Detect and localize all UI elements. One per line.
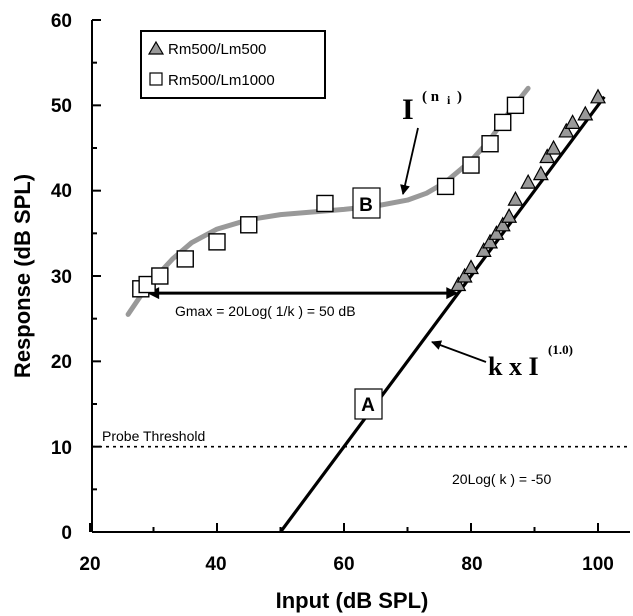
- triangle-marker: [577, 105, 594, 121]
- triangle-marker: [494, 216, 511, 232]
- y-tick-label: 20: [51, 352, 72, 373]
- triangle-marker: [507, 190, 524, 206]
- plot-area: [92, 85, 630, 533]
- square-marker: [481, 135, 499, 153]
- y-tick-label: 10: [51, 438, 72, 459]
- gmax-label: Gmax = 20Log( 1/k ) = 50 dB: [175, 303, 356, 319]
- label-a-box: [354, 388, 383, 420]
- k-formula-pointer: [431, 340, 487, 363]
- triangle-marker: [475, 242, 492, 257]
- label-a: A: [354, 388, 383, 420]
- k-linear-line: [279, 95, 606, 533]
- square-marker: [462, 156, 480, 174]
- square-marker: [151, 267, 169, 285]
- triangle-marker: [482, 233, 499, 249]
- triangle-marker: [545, 139, 562, 155]
- k-formula-exponent: (1.0): [548, 342, 573, 357]
- x-tick-label: 60: [333, 554, 354, 575]
- y-tick-label: 50: [51, 96, 72, 117]
- k-formula-base: k x I: [488, 352, 539, 381]
- i-formula-pointer: [400, 127, 419, 195]
- square-marker: [494, 113, 512, 132]
- x-tick-label: 20: [79, 554, 100, 575]
- square-marker: [436, 177, 455, 196]
- triangle-marker: [488, 225, 505, 240]
- label-a-text: A: [361, 395, 375, 416]
- x-tick-label: 40: [205, 554, 226, 575]
- i-formula-exponent: ( n: [422, 89, 440, 105]
- legend: Rm500/Lm500 Rm500/Lm1000: [140, 30, 326, 99]
- square-marker: [316, 194, 334, 213]
- probe-threshold-label: Probe Threshold: [102, 428, 205, 444]
- label-b: B: [352, 187, 381, 219]
- triangle-marker: [520, 173, 537, 189]
- label-b-text: B: [359, 195, 373, 216]
- triangle-marker: [462, 259, 480, 275]
- triangle-marker: [532, 165, 549, 181]
- x-axis-title: Input (dB SPL): [276, 588, 429, 613]
- label-b-box: [352, 187, 381, 219]
- x-tick-label: 100: [582, 554, 614, 575]
- i-formula-subscript: i: [447, 93, 451, 107]
- triangle-marker: [539, 148, 556, 164]
- triangle-marker: [558, 122, 575, 138]
- k-line-formula: k x I (1.0): [488, 342, 573, 381]
- y-tick-label: 30: [51, 267, 72, 288]
- triangle-marker: [450, 276, 467, 292]
- legend-marker-triangle: [147, 40, 165, 55]
- triangle-marker: [564, 114, 581, 129]
- gmax-arrow-head-right: [446, 287, 459, 300]
- legend-box: [140, 30, 326, 99]
- log-k-label: 20Log( k ) = -50: [452, 471, 551, 487]
- triangle-marker: [589, 88, 607, 104]
- square-marker: [240, 216, 258, 234]
- y-tick-label: 0: [61, 523, 72, 544]
- y-tick-label: 60: [51, 11, 72, 32]
- triangle-marker: [456, 267, 473, 283]
- x-tick-label: 80: [461, 554, 482, 575]
- y-tick-label: 40: [51, 181, 72, 202]
- i-formula-base: I: [402, 93, 414, 126]
- triangle-marker: [501, 208, 518, 223]
- square-marker: [176, 250, 194, 268]
- i-formula-close: ): [457, 89, 462, 105]
- legend-label-rm500-lm1000: Rm500/Lm1000: [168, 72, 275, 89]
- i-curve-formula: I ( n i ): [402, 89, 462, 126]
- legend-label-rm500-lm500: Rm500/Lm500: [168, 41, 266, 58]
- legend-marker-square: [149, 72, 163, 86]
- y-axis-title: Response (dB SPL): [10, 174, 35, 378]
- square-marker: [506, 96, 525, 115]
- square-marker: [208, 233, 226, 251]
